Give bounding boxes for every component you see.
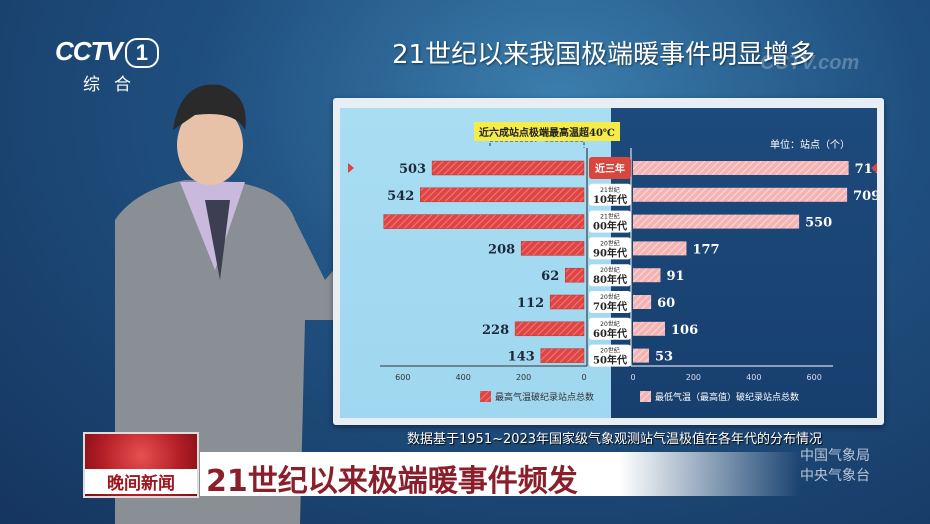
left-bar [514, 321, 585, 337]
headline: 21世纪以来我国极端暖事件明显增多 [392, 40, 816, 70]
right-value-label: 91 [666, 269, 684, 284]
right-bar [633, 161, 849, 175]
right-value-label: 550 [805, 216, 832, 231]
right-bar [633, 214, 800, 229]
category-century: 21世纪 [600, 186, 620, 194]
category-box [589, 264, 631, 287]
left-bar [565, 267, 585, 283]
left-tick-label: 200 [516, 373, 531, 382]
right-value-label: 709 [853, 189, 877, 204]
right-bar [633, 241, 687, 256]
right-tick-label: 200 [686, 373, 701, 382]
category-box [589, 291, 631, 313]
right-value-label: 53 [655, 350, 673, 365]
category-label: 50年代 [593, 354, 627, 367]
left-bar [383, 214, 585, 229]
category-box [589, 157, 631, 179]
right-tick-label: 600 [807, 373, 822, 382]
data-caption: 数据基于1951~2023年国家级气象观测站气温极值在各年代的分布情况 [407, 432, 823, 447]
program-name: 晚间新闻 [85, 469, 197, 494]
category-century: 20世纪 [600, 320, 620, 328]
category-century: 20世纪 [600, 293, 620, 301]
legend-swatch-right [640, 391, 651, 402]
category-century: 21世纪 [600, 213, 620, 221]
chart-panel: 60060040040020020000503714近三年54270921世纪1… [333, 98, 884, 425]
left-value-label: 208 [488, 242, 515, 257]
right-bar [633, 295, 652, 309]
right-value-label: 177 [692, 242, 719, 257]
left-bar [549, 294, 585, 310]
category-label: 90年代 [593, 246, 627, 259]
category-century: 20世纪 [600, 266, 620, 274]
legend-swatch-left [480, 391, 491, 402]
left-bar [420, 187, 585, 203]
legend-label-right: 最低气温（最高值）破纪录站点总数 [655, 391, 799, 403]
right-tick-label: 400 [746, 373, 761, 382]
left-tick-label: 400 [456, 373, 471, 382]
butterfly-chart: 60060040040020020000503714近三年54270921世纪1… [348, 135, 877, 403]
logo-text: CCTV [55, 36, 123, 66]
left-value-label: 228 [482, 323, 509, 338]
left-value-label: 542 [387, 189, 414, 204]
left-value-label: 503 [399, 162, 426, 177]
category-box [589, 237, 631, 260]
category-century: 20世纪 [600, 347, 620, 355]
category-century: 20世纪 [600, 239, 620, 247]
right-tick-label: 0 [630, 373, 635, 382]
cctv1-logo: CCTV 1 综合 [55, 36, 160, 95]
left-bar [431, 160, 585, 176]
left-value-label: 143 [508, 350, 535, 365]
left-value-label: 112 [517, 296, 544, 311]
category-label: 00年代 [593, 220, 627, 233]
category-label: 10年代 [593, 193, 627, 206]
watermark: CCTV.com [760, 52, 860, 74]
category-box [589, 183, 631, 206]
channel-sub: 综合 [83, 75, 145, 95]
source-line: 中央气象台 [800, 468, 870, 484]
left-tick-label: 0 [581, 373, 586, 382]
right-bar [633, 268, 661, 283]
channel-number: 1 [124, 38, 160, 68]
source: 中国气象局 中央气象台 [800, 446, 870, 486]
right-value-label: 106 [671, 323, 698, 338]
category-label: 80年代 [593, 273, 627, 286]
category-box [589, 210, 631, 233]
source-line: 中国气象局 [800, 448, 870, 464]
category-box [589, 344, 631, 367]
lower-third-banner: 21世纪以来极端暖事件频发 [200, 452, 800, 499]
annotation: 近六成站点极端最高温超40℃ [474, 122, 620, 141]
right-bar [633, 348, 650, 363]
left-bar [520, 241, 585, 256]
right-bar [633, 321, 666, 336]
banner-title: 21世纪以来极端暖事件频发 [206, 464, 578, 499]
right-value-label: 714 [855, 162, 877, 177]
right-value-label: 60 [657, 296, 675, 311]
left-value-label: 62 [541, 269, 559, 284]
right-bar [633, 187, 848, 202]
right-marker-icon [871, 163, 877, 173]
category-label: 60年代 [593, 327, 627, 340]
category-label: 70年代 [593, 300, 627, 313]
left-tick-label: 600 [395, 373, 410, 382]
category-box [589, 317, 631, 340]
legend-label-left: 最高气温破纪录站点总数 [495, 391, 594, 403]
left-marker-icon [348, 163, 354, 173]
program-badge: 晚间新闻 [83, 432, 199, 498]
left-bar [540, 348, 585, 363]
unit-label: 单位：站点（个） [770, 140, 850, 151]
category-label: 近三年 [595, 162, 625, 175]
